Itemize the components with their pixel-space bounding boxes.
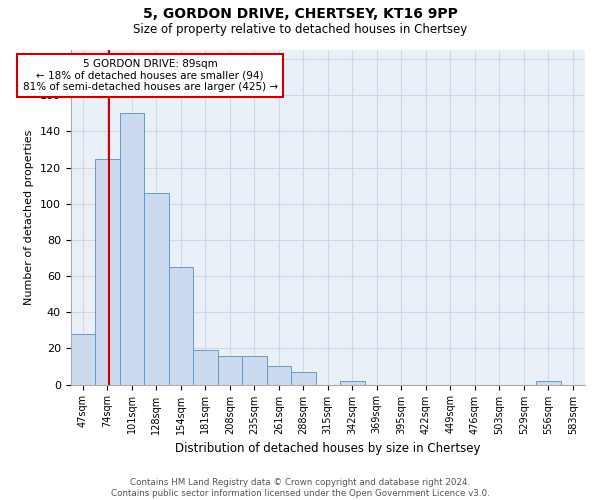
Text: 5, GORDON DRIVE, CHERTSEY, KT16 9PP: 5, GORDON DRIVE, CHERTSEY, KT16 9PP <box>143 8 457 22</box>
Bar <box>95 158 119 384</box>
Text: Size of property relative to detached houses in Chertsey: Size of property relative to detached ho… <box>133 22 467 36</box>
X-axis label: Distribution of detached houses by size in Chertsey: Distribution of detached houses by size … <box>175 442 481 455</box>
Bar <box>266 366 291 384</box>
Bar <box>169 267 193 384</box>
Bar <box>193 350 218 384</box>
Text: Contains HM Land Registry data © Crown copyright and database right 2024.
Contai: Contains HM Land Registry data © Crown c… <box>110 478 490 498</box>
Bar <box>71 334 95 384</box>
Bar <box>291 372 316 384</box>
Bar <box>340 381 365 384</box>
Bar <box>242 356 266 384</box>
Text: 5 GORDON DRIVE: 89sqm
← 18% of detached houses are smaller (94)
81% of semi-deta: 5 GORDON DRIVE: 89sqm ← 18% of detached … <box>23 59 278 92</box>
Bar <box>119 114 144 384</box>
Bar <box>536 381 560 384</box>
Y-axis label: Number of detached properties: Number of detached properties <box>24 130 34 305</box>
Bar <box>218 356 242 384</box>
Bar <box>144 193 169 384</box>
